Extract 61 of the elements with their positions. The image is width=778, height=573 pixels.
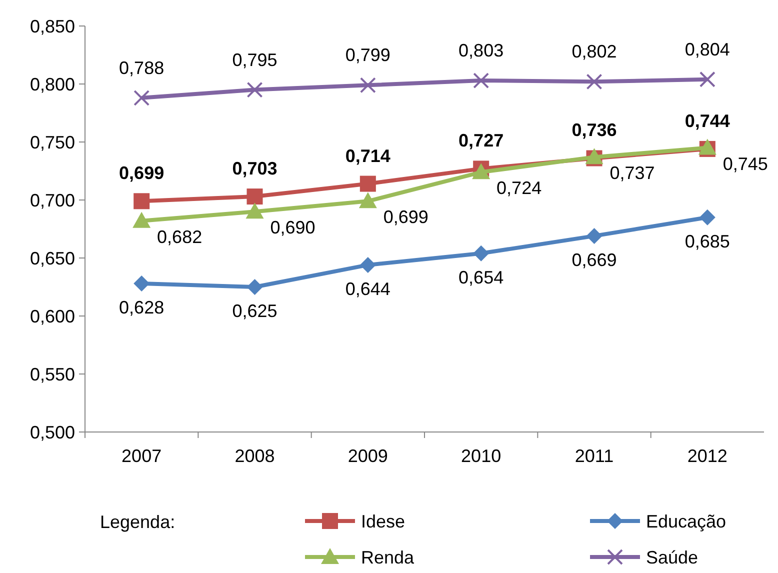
data-label: 0,714 [345,146,390,166]
x-tick-label: 2010 [461,446,502,466]
point [360,77,376,94]
data-label: 0,737 [610,163,655,184]
y-tick-label: 0,800 [30,74,75,94]
point [134,90,150,106]
data-label: 0,799 [345,45,390,66]
y-tick-label: 0,850 [30,16,75,36]
data-label: 0,654 [458,267,504,288]
data-label: 0,736 [572,120,617,140]
point [699,209,716,226]
point [246,82,263,98]
point [358,192,377,208]
point [360,256,376,273]
data-label: 0,803 [458,40,504,61]
y-tick-label: 0,600 [30,306,75,326]
data-label: 0,804 [684,39,730,60]
data-label: 0,628 [119,298,164,318]
y-tick-label: 0,550 [30,364,75,384]
data-label: 0,690 [270,218,316,238]
data-label: 0,685 [684,231,730,252]
point [246,202,264,219]
x-tick-label: 2009 [348,446,388,466]
data-label: 0,699 [383,207,428,228]
y-tick-label: 0,700 [30,190,75,210]
point [134,193,150,210]
y-tick-label: 0,650 [30,248,75,268]
data-label: 0,625 [232,301,278,321]
point [246,188,263,205]
data-label: 0,795 [232,50,278,70]
legend-label: Idese [361,511,406,532]
point [699,71,716,88]
y-tick-label: 0,750 [30,132,75,152]
y-tick-label: 0,500 [30,422,75,442]
point [360,176,376,192]
data-label: 0,669 [572,250,617,270]
x-tick-label: 2012 [687,446,728,466]
data-label: 0,703 [232,158,278,179]
legend-label: Renda [361,547,416,568]
x-tick-label: 2007 [122,446,162,466]
data-label: 0,745 [722,154,768,174]
legend-title: Legenda: [100,512,176,532]
point [134,276,150,292]
data-label: 0,727 [458,130,504,151]
point [246,279,263,295]
legend-label: Educação [646,511,726,532]
point [473,72,490,89]
x-tick-label: 2011 [574,446,614,466]
point [132,212,151,228]
data-label: 0,724 [496,178,542,198]
x-tick-label: 2008 [234,446,275,466]
point [473,245,490,262]
data-label: 0,644 [345,278,390,299]
data-label: 0,802 [572,42,617,62]
point [586,228,602,244]
data-label: 0,744 [684,110,730,131]
point [586,74,602,90]
data-label: 0,788 [119,58,164,78]
legend-label: Saúde [646,547,698,568]
data-label: 0,699 [119,163,164,184]
data-label: 0,682 [157,226,202,247]
